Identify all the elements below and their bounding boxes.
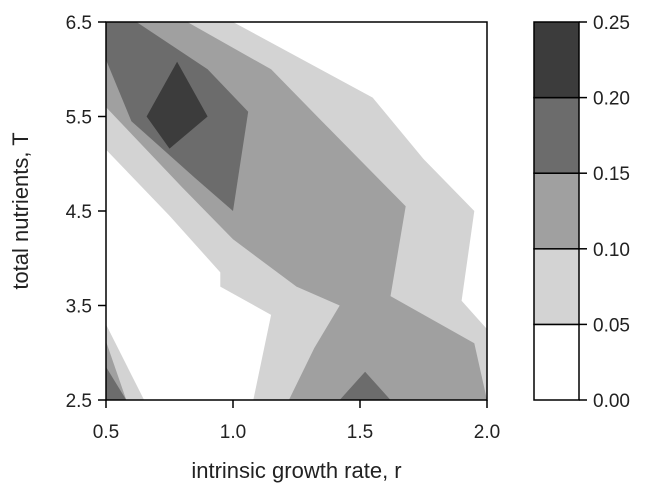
- contour-region-3-0: [106, 366, 127, 400]
- plot-area: [105, 21, 488, 401]
- colorbar-tick-label: 0.00: [593, 391, 630, 412]
- colorbar-swatch: [533, 323, 580, 401]
- contour-region-3-1: [339, 371, 391, 400]
- colorbar-swatch: [533, 172, 580, 250]
- colorbar-tick-label: 0.20: [593, 89, 630, 110]
- x-tick-label: 1.0: [220, 422, 246, 443]
- y-axis-title: total nutrients, T: [8, 132, 33, 289]
- y-tick-label: 2.5: [66, 391, 92, 412]
- y-tick-label: 4.5: [66, 202, 92, 223]
- x-tick-label: 1.5: [347, 422, 373, 443]
- colorbar-tick-label: 0.05: [593, 315, 630, 336]
- y-axis: 2.5 3.5 4.5 5.5 6.5: [66, 13, 106, 412]
- x-axis-title: intrinsic growth rate, r: [191, 458, 401, 483]
- x-tick-label: 2.0: [474, 422, 500, 443]
- colorbar-swatch: [533, 21, 580, 99]
- y-tick-label: 5.5: [66, 108, 92, 129]
- contour-region-4-0: [146, 61, 208, 149]
- colorbar-swatch: [533, 248, 580, 326]
- colorbar-swatch: [533, 96, 580, 174]
- colorbar-tick-label: 0.10: [593, 240, 630, 261]
- x-axis: 0.5 1.0 1.5 2.0: [93, 400, 500, 443]
- y-tick-label: 6.5: [66, 13, 92, 34]
- y-tick-label: 3.5: [66, 297, 92, 318]
- colorbar-tick-label: 0.15: [593, 164, 630, 185]
- contour-regions: [106, 22, 487, 400]
- colorbar-tick-label: 0.25: [593, 13, 630, 34]
- x-tick-label: 0.5: [93, 422, 119, 443]
- colorbar: 0.00 0.05 0.10 0.15 0.20 0.25: [533, 13, 630, 412]
